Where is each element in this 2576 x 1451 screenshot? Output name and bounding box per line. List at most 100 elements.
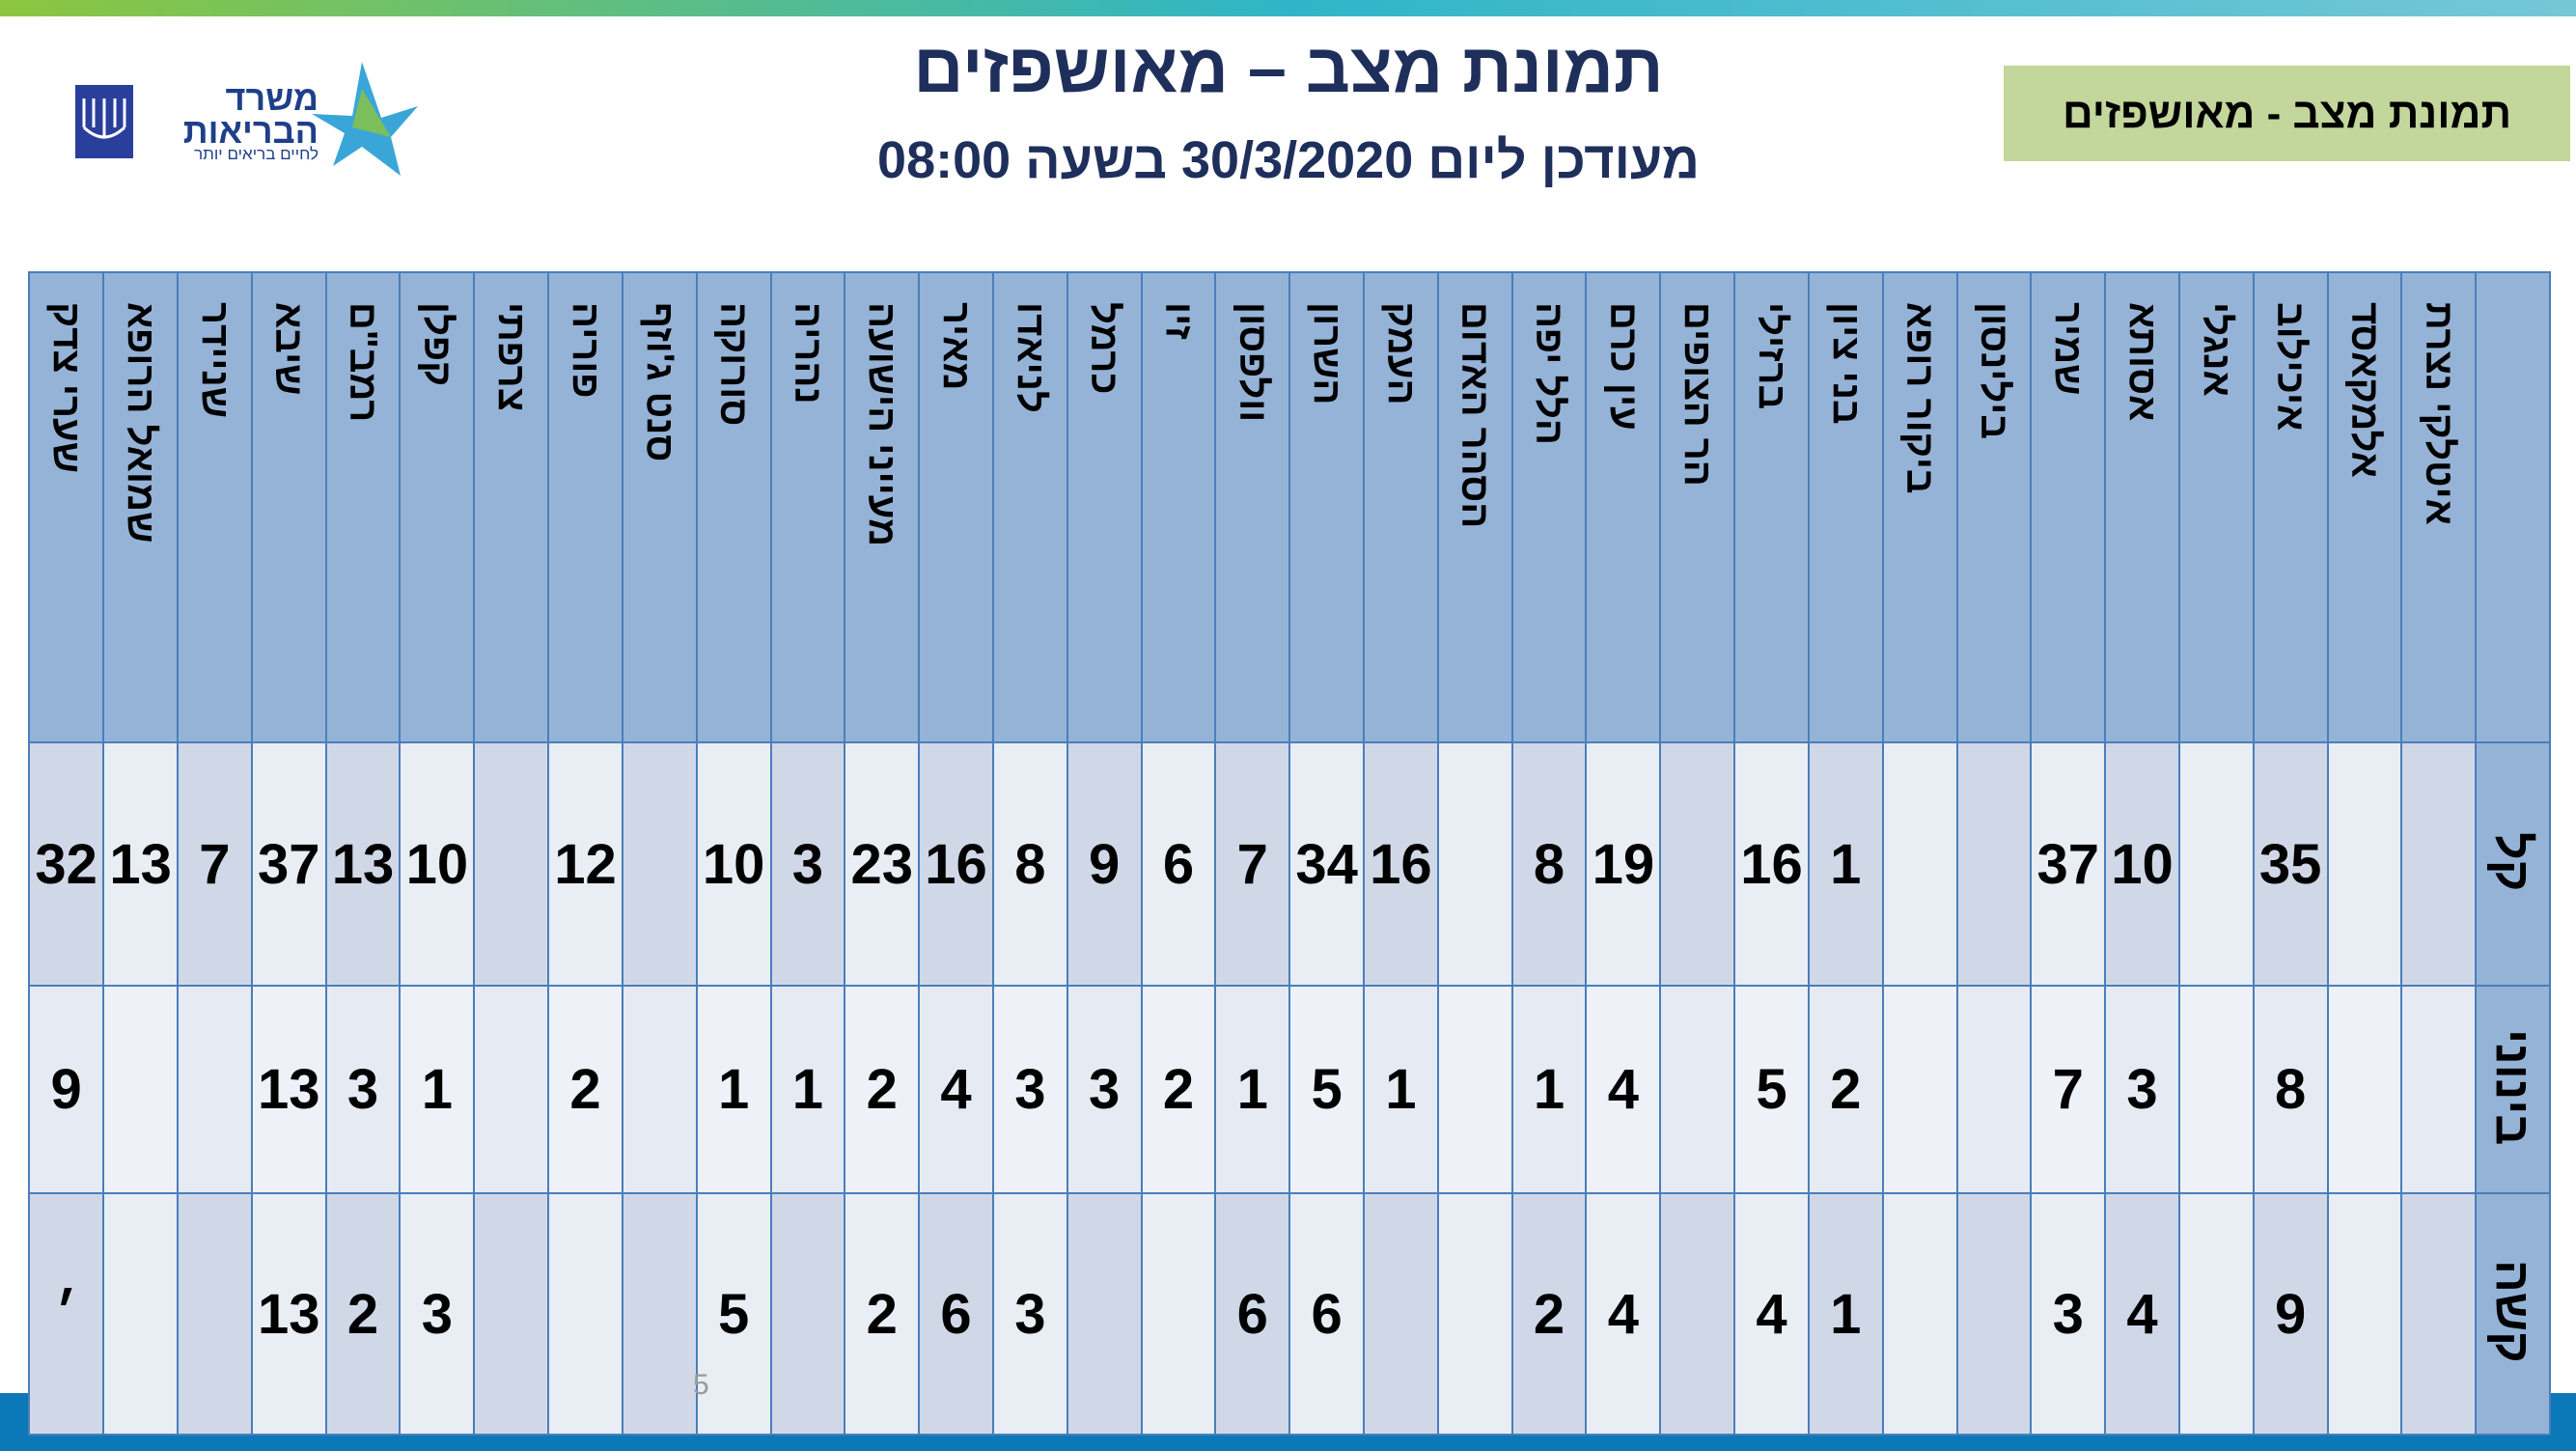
column-header-text: השרון bbox=[1306, 302, 1349, 405]
cell-value: 7 bbox=[2052, 1058, 2084, 1121]
cell: 5 bbox=[695, 1192, 772, 1436]
cell: 2 bbox=[844, 985, 921, 1194]
column-header: הלל יפה bbox=[1510, 271, 1588, 743]
cell bbox=[1955, 985, 2033, 1194]
cell: 8 bbox=[2252, 985, 2329, 1194]
cell-value: 10 bbox=[702, 832, 765, 896]
table: איטלקי נצרת אלמקאסד איכילוב אנגלי אסותא שמיר ב… bbox=[27, 271, 2551, 1436]
cell-value: 32 bbox=[35, 832, 97, 896]
cell: 2 bbox=[324, 1192, 402, 1436]
cell: 32 bbox=[27, 741, 105, 987]
column-header-text: שניידר bbox=[193, 302, 236, 418]
cell-value: 5 bbox=[1311, 1058, 1343, 1121]
column-header: איטלקי נצרת bbox=[2400, 271, 2478, 743]
cell: 10 bbox=[695, 741, 772, 987]
cell-value: 19 bbox=[1592, 832, 1655, 896]
column-header-text: קפלן bbox=[416, 302, 459, 387]
column-header-text: העמק bbox=[1379, 302, 1423, 405]
cell: 1 bbox=[1363, 985, 1439, 1194]
cell bbox=[2326, 985, 2403, 1194]
cell: 23 bbox=[844, 741, 921, 987]
cell bbox=[1881, 985, 1958, 1194]
column-header: שניידר bbox=[177, 271, 253, 743]
column-header: השרון bbox=[1288, 271, 1365, 743]
cell: 6 bbox=[1288, 1192, 1365, 1436]
data-row: קשה 9 4 3 1 4 4 2 6 6 3 6 2 5 3 2 13 ׳ bbox=[27, 1192, 2551, 1436]
column-header-text: עין כרם bbox=[1602, 302, 1646, 431]
column-header-text: אלמקאסד bbox=[2343, 302, 2387, 478]
cell-value: 16 bbox=[925, 832, 987, 896]
column-header: הר הצופים bbox=[1659, 271, 1736, 743]
column-header: עין כרם bbox=[1585, 271, 1662, 743]
column-header-text: שמואל הרופא bbox=[120, 302, 163, 544]
cell: 8 bbox=[1510, 741, 1588, 987]
cell-value: 13 bbox=[257, 1058, 320, 1121]
column-header: נהריה bbox=[769, 271, 846, 743]
cell: 34 bbox=[1288, 741, 1365, 987]
cell bbox=[621, 741, 698, 987]
cell-value: 3 bbox=[2126, 1058, 2158, 1121]
column-header-text: נהריה bbox=[787, 302, 830, 405]
cell: 4 bbox=[918, 985, 994, 1194]
cell-value: 2 bbox=[1830, 1058, 1862, 1121]
cell bbox=[102, 985, 179, 1194]
cell-value: 16 bbox=[1370, 832, 1432, 896]
cell bbox=[2177, 741, 2255, 987]
row-label-cell: קשה bbox=[2475, 1192, 2551, 1436]
cell: 1 bbox=[1807, 741, 1884, 987]
column-header-text: הר הצופים bbox=[1676, 302, 1720, 487]
column-header-text: רמב"ם bbox=[342, 302, 385, 423]
cell-value: 13 bbox=[257, 1282, 320, 1346]
column-header-text: איטלקי נצרת bbox=[2418, 302, 2461, 525]
cell bbox=[2326, 1192, 2403, 1436]
cell-value: 3 bbox=[1014, 1282, 1046, 1346]
column-header: בני ציון bbox=[1807, 271, 1884, 743]
row-label-cell: בינוני bbox=[2475, 985, 2551, 1194]
cell: 3 bbox=[991, 1192, 1068, 1436]
cell bbox=[1659, 741, 1736, 987]
cell-value: 4 bbox=[1607, 1282, 1639, 1346]
column-header-text: איכילוב bbox=[2269, 302, 2313, 432]
cell-value: 1 bbox=[421, 1058, 453, 1121]
column-header: זיו bbox=[1140, 271, 1217, 743]
cell-value: 2 bbox=[346, 1282, 379, 1346]
cell: 6 bbox=[1214, 1192, 1291, 1436]
column-header: שמיר bbox=[2030, 271, 2107, 743]
cell: 9 bbox=[1066, 741, 1143, 987]
cell: 7 bbox=[2030, 985, 2107, 1194]
cell: ׳ bbox=[27, 1192, 105, 1436]
column-header: העמק bbox=[1363, 271, 1439, 743]
column-header-text: מעייני הישועה bbox=[861, 302, 904, 547]
column-header: סנט ג'וזף bbox=[621, 271, 698, 743]
logo-tagline: לחיים בריאים יותר bbox=[194, 145, 319, 163]
cell: 2 bbox=[1510, 1192, 1588, 1436]
cell-value: 3 bbox=[1089, 1058, 1121, 1121]
cell: 1 bbox=[1214, 985, 1291, 1194]
cell-value: 2 bbox=[866, 1282, 898, 1346]
column-header-text: לניאדו bbox=[1009, 302, 1052, 413]
cell: 19 bbox=[1585, 741, 1662, 987]
cell-value: 4 bbox=[940, 1058, 972, 1121]
cell-value: ׳ bbox=[54, 1282, 78, 1346]
cell bbox=[1955, 741, 2033, 987]
cell: 9 bbox=[2252, 1192, 2329, 1436]
cell: 2 bbox=[1140, 985, 1217, 1194]
cell: 5 bbox=[1733, 985, 1810, 1194]
cell bbox=[1066, 1192, 1143, 1436]
column-header: סורוקה bbox=[695, 271, 772, 743]
column-header-text: ברזילי bbox=[1750, 302, 1793, 410]
row-label-cell: קל bbox=[2475, 741, 2551, 987]
cell bbox=[547, 1192, 623, 1436]
column-header-text: הסהר האדום bbox=[1454, 302, 1497, 529]
cell-value: 1 bbox=[791, 1058, 824, 1121]
cell bbox=[1140, 1192, 1217, 1436]
cell-value: 23 bbox=[850, 832, 913, 896]
cell: 3 bbox=[2030, 1192, 2107, 1436]
cell bbox=[2177, 1192, 2255, 1436]
column-header-text: ביקור רופא bbox=[1898, 302, 1942, 494]
cell-value: 2 bbox=[866, 1058, 898, 1121]
cell: 13 bbox=[324, 741, 402, 987]
badge: תמונת מצב - מאושפזים bbox=[2004, 66, 2570, 161]
cell: 10 bbox=[399, 741, 476, 987]
